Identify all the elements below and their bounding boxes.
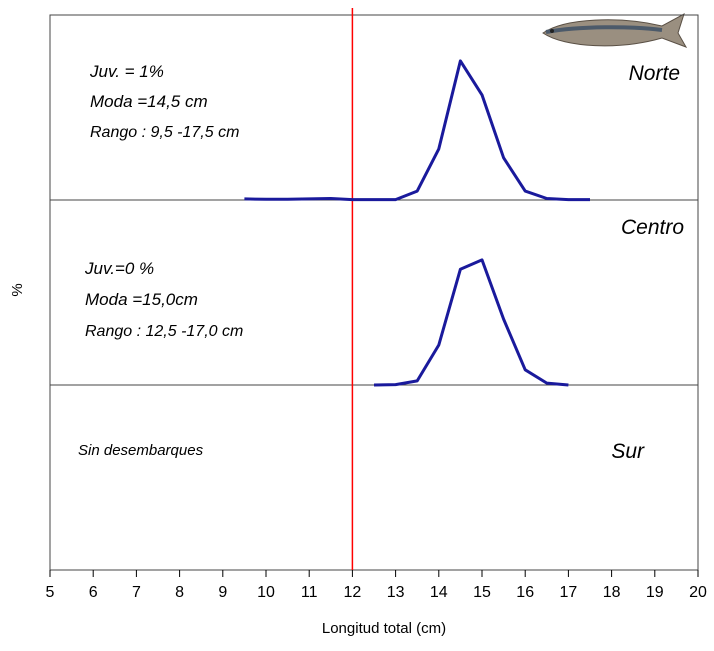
y-axis-label: %	[9, 283, 26, 296]
x-tick-label: 12	[344, 584, 362, 601]
panel-name: Norte	[629, 62, 680, 85]
annotation: Rango : 9,5 -17,5 cm	[90, 124, 239, 141]
series-line	[373, 258, 569, 387]
annotation: Rango : 12,5 -17,0 cm	[85, 323, 243, 340]
x-tick-label: 7	[132, 584, 141, 601]
x-tick-label: 19	[646, 584, 664, 601]
x-tick-label: 9	[218, 584, 227, 601]
panel-name: Centro	[621, 216, 684, 239]
x-tick-label: 10	[257, 584, 275, 601]
x-tick-label: 8	[175, 584, 184, 601]
annotation: Moda =15,0cm	[85, 290, 198, 309]
series-line	[244, 59, 590, 202]
x-tick-label: 13	[387, 584, 405, 601]
annotation: Juv. = 1%	[89, 62, 164, 81]
x-tick-label: 17	[560, 584, 578, 601]
fish-icon	[542, 12, 688, 48]
x-tick-label: 6	[89, 584, 98, 601]
annotation: Moda =14,5 cm	[90, 92, 208, 111]
x-tick-label: 14	[430, 584, 448, 601]
annotation: Sin desembarques	[78, 442, 204, 459]
panel-name: Sur	[611, 440, 645, 463]
x-tick-label: 20	[689, 584, 707, 601]
x-tick-label: 11	[301, 584, 318, 601]
x-axis-label: Longitud total (cm)	[322, 620, 446, 637]
x-tick-label: 16	[516, 584, 534, 601]
x-tick-label: 18	[603, 584, 621, 601]
annotation: Juv.=0 %	[84, 259, 154, 278]
x-tick-label: 15	[473, 584, 491, 601]
x-tick-label: 5	[46, 584, 55, 601]
plot-frame	[49, 14, 699, 571]
